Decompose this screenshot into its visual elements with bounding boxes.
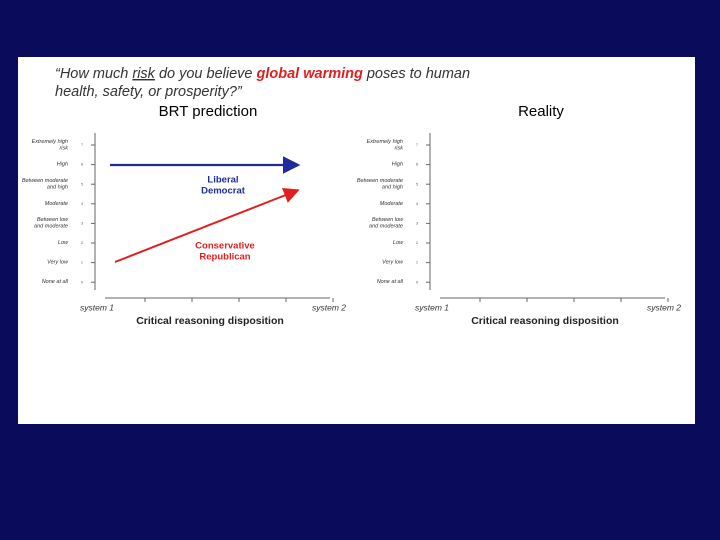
y-tick-label-line: Between moderate	[357, 178, 403, 184]
y-tick-value: 4	[416, 201, 419, 206]
y-tick-value: 6	[81, 162, 84, 167]
x-end-label: system 2	[312, 302, 346, 312]
x-axis-title: Critical reasoning disposition	[136, 315, 284, 327]
y-tick-label-line: High	[57, 162, 68, 168]
conservative-label-line: Conservative	[195, 240, 255, 251]
y-tick-value: 0	[416, 279, 419, 284]
y-tick-label: None at all	[377, 280, 404, 286]
question-line-1: “How much risk do you believe global war…	[55, 66, 470, 82]
y-tick-label: Moderate	[45, 201, 68, 207]
y-tick-label: Between moderate and high	[22, 178, 68, 191]
y-tick-label-line: Very low	[382, 260, 404, 266]
y-tick-label: Very low	[47, 260, 69, 266]
x-axis-title: Critical reasoning disposition	[471, 315, 619, 327]
y-tick-label-line: None at all	[377, 280, 404, 286]
y-tick-label-line: and high	[382, 185, 403, 191]
y-tick-label: Very low	[382, 260, 404, 266]
y-tick-label-line: Between low	[372, 218, 404, 224]
question-line-2: health, safety, or prosperity?”	[55, 84, 243, 100]
y-tick-label-line: Between moderate	[22, 178, 68, 184]
x-end-label: system 2	[647, 302, 681, 312]
panel-label: Reality	[518, 103, 564, 120]
y-tick-label-line: Between low	[37, 218, 69, 224]
y-tick-label-line: Low	[58, 240, 69, 246]
y-tick-value: 5	[416, 181, 419, 186]
y-tick-value: 2	[416, 240, 419, 245]
y-tick-value: 0	[81, 279, 84, 284]
y-tick-label-line: High	[392, 162, 403, 168]
y-tick-value: 1	[416, 260, 419, 265]
y-tick-value: 6	[416, 162, 419, 167]
question-part: “How much	[55, 66, 132, 82]
question-part: poses to human	[363, 66, 470, 82]
y-tick-value: 4	[81, 201, 84, 206]
y-tick-value: 3	[416, 220, 419, 225]
y-tick-label-line: Extremely high	[32, 139, 68, 145]
y-tick-value: 1	[81, 260, 84, 265]
y-tick-value: 7	[416, 142, 419, 147]
y-tick-value: 3	[81, 220, 84, 225]
y-tick-label: Extremely high risk	[367, 139, 404, 152]
y-tick-label-line: risk	[394, 146, 403, 152]
x-start-label: system 1	[80, 302, 114, 312]
y-tick-label-line: Moderate	[380, 201, 403, 207]
content-panel	[18, 57, 695, 424]
y-tick-label-line: risk	[59, 146, 68, 152]
y-tick-label-line: Low	[393, 240, 404, 246]
conservative-arrow	[114, 187, 300, 263]
y-tick-label-line: Very low	[47, 260, 69, 266]
y-tick-value: 5	[81, 181, 84, 186]
y-tick-label: Low	[58, 240, 69, 246]
y-tick-label: None at all	[42, 280, 69, 286]
y-tick-label: Moderate	[380, 201, 403, 207]
y-tick-label: Between low and moderate	[369, 218, 404, 231]
y-tick-label-line: None at all	[42, 280, 69, 286]
question-part: do you believe	[155, 66, 257, 82]
y-tick-label: Extremely high risk	[32, 139, 69, 152]
y-tick-label: Between moderate and high	[357, 178, 403, 191]
y-tick-label-line: Moderate	[45, 201, 68, 207]
y-tick-label: High	[57, 162, 68, 168]
liberal-label-line: Democrat	[201, 185, 246, 196]
y-tick-label: Between low and moderate	[34, 218, 69, 231]
question-part: risk	[132, 66, 155, 82]
y-tick-value: 2	[81, 240, 84, 245]
x-start-label: system 1	[415, 302, 449, 312]
y-tick-label-line: and moderate	[34, 224, 68, 230]
y-tick-label: High	[392, 162, 403, 168]
conservative-label-line: Republican	[199, 251, 250, 262]
liberal-label: Liberal Democrat	[201, 174, 246, 196]
y-tick-label-line: Extremely high	[367, 139, 403, 145]
conservative-label: Conservative Republican	[195, 240, 255, 262]
y-tick-label-line: and moderate	[369, 224, 403, 230]
panel-label: BRT prediction	[159, 103, 258, 120]
question-part: global warming	[256, 66, 363, 82]
liberal-label-line: Liberal	[207, 174, 238, 185]
y-tick-label-line: and high	[47, 185, 68, 191]
y-tick-value: 7	[81, 142, 84, 147]
y-tick-label: Low	[393, 240, 404, 246]
